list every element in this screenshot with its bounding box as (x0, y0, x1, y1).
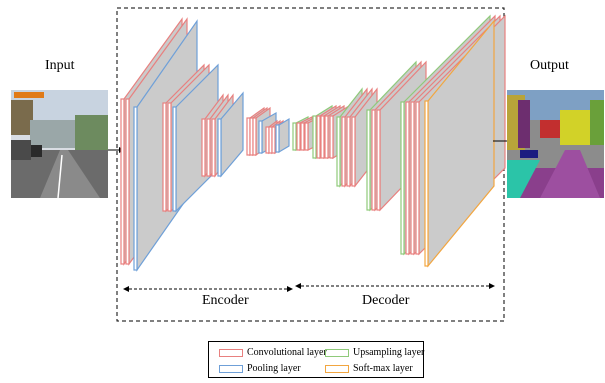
upsampling-layer-edge (336, 116, 341, 187)
convolutional-layer-edge (351, 116, 356, 187)
convolutional-layer-edge (211, 118, 216, 177)
pooling-layer-edge (133, 106, 138, 271)
convolutional-layer-edge (415, 101, 420, 255)
output-label: Output (530, 58, 569, 73)
legend-item-conv: Convolutional layer (219, 347, 327, 358)
convolutional-layer-edge (120, 98, 125, 265)
convolutional-layer-edge (167, 102, 172, 212)
pooling-swatch (219, 364, 243, 373)
convolutional-layer-edge (346, 116, 351, 187)
pooling-layer-edge (258, 120, 263, 154)
pooling-layer (275, 117, 290, 154)
legend-item-softmax: Soft-max layer (325, 363, 413, 374)
legend-label: Soft-max layer (353, 363, 413, 374)
pooling-layer-face (278, 117, 290, 154)
convolutional-layer-edge (316, 115, 321, 159)
upsampling-swatch (325, 348, 349, 357)
legend-label: Upsampling layer (353, 347, 425, 358)
convolutional-layer-edge (371, 109, 376, 211)
conv-swatch (219, 348, 243, 357)
convolutional-layer-edge (162, 102, 167, 212)
convolutional-layer-edge (410, 101, 415, 255)
layer-stack (120, 14, 506, 272)
legend: Convolutional layer Upsampling layer Poo… (208, 341, 424, 378)
input-label: Input (45, 58, 75, 73)
decoder-label: Decoder (362, 293, 410, 308)
pooling-layer-edge (275, 124, 280, 153)
legend-label: Pooling layer (247, 363, 301, 374)
input-image (11, 90, 108, 199)
convolutional-layer-edge (271, 126, 276, 154)
convolutional-layer-edge (320, 115, 325, 159)
softmax-layer-edge (424, 100, 429, 267)
pooling-layer (217, 91, 244, 178)
convolutional-layer-edge (125, 98, 130, 265)
legend-label: Convolutional layer (247, 347, 327, 358)
encoder-label: Encoder (202, 293, 249, 308)
convolutional-layer-edge (296, 122, 301, 151)
softmax-swatch (325, 364, 349, 373)
convolutional-layer-edge (341, 116, 346, 187)
convolutional-layer-edge (329, 115, 334, 159)
upsampling-layer-edge (312, 115, 317, 159)
convolutional-layer-edge (324, 115, 329, 159)
legend-item-pooling: Pooling layer (219, 363, 301, 374)
convolutional-layer-edge (300, 122, 305, 151)
convolutional-layer-edge (201, 118, 206, 177)
pooling-layer-edge (217, 118, 222, 177)
convolutional-layer-edge (206, 118, 211, 177)
pooling-layer-edge (172, 106, 177, 212)
convolutional-layer-edge (252, 117, 257, 156)
upsampling-layer-edge (366, 109, 371, 211)
upsampling-layer-edge (292, 122, 297, 151)
legend-item-upsampling: Upsampling layer (325, 347, 424, 358)
output-image (507, 90, 604, 198)
convolutional-layer-edge (376, 109, 381, 211)
convolutional-layer-edge (304, 122, 309, 151)
convolutional-layer-edge (405, 101, 410, 255)
softmax-layer (424, 19, 495, 268)
upsampling-layer-edge (400, 101, 405, 255)
